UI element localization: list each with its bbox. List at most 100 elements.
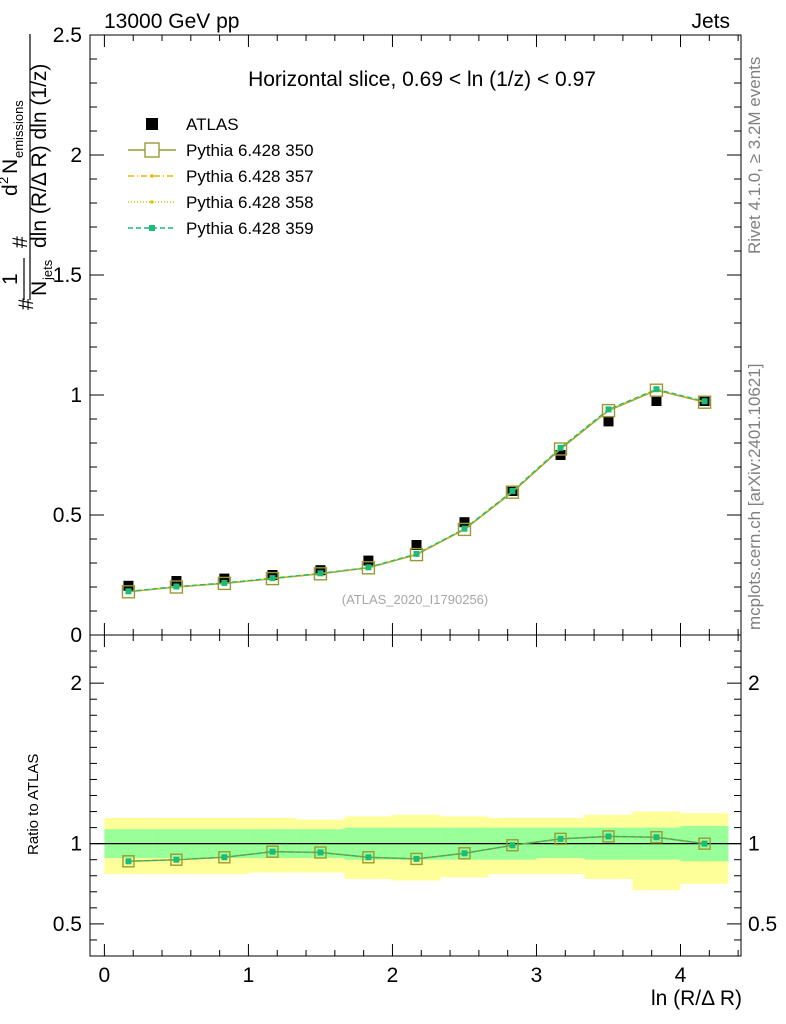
series-point-350	[121, 585, 136, 599]
ratio-y-tick-label-left: 2	[70, 672, 82, 695]
ylabel-hash-1: #	[15, 298, 38, 310]
ylabel-one: 1	[0, 273, 22, 285]
legend-marker-359	[149, 225, 155, 231]
ratio-plot-area	[90, 811, 741, 891]
ratio-point-359	[653, 834, 660, 841]
ratio-point-359	[605, 833, 612, 840]
x-axis-label: ln (R/Δ R)	[651, 987, 742, 1010]
ratio-point-359	[125, 858, 132, 865]
analysis-watermark: (ATLAS_2020_I1790256)	[342, 592, 488, 607]
series-point-350	[505, 485, 520, 499]
ratio-point-359	[173, 856, 180, 863]
legend-marker-350	[144, 142, 160, 158]
ratio-point-350	[458, 847, 471, 860]
ratio-y-tick-label-right: 0.5	[748, 913, 777, 936]
ratio-point-350	[218, 851, 231, 864]
main-plot-area	[121, 383, 712, 599]
header-energy: 13000 GeV pp	[104, 10, 239, 33]
series-point-350	[457, 522, 472, 537]
series-point-350	[601, 403, 616, 418]
legend-label: Pythia 6.428 357	[186, 167, 314, 186]
header-process: Jets	[691, 10, 730, 33]
series-point-359	[701, 398, 708, 405]
series-point-359	[221, 579, 228, 586]
x-tick-label: 3	[531, 964, 543, 987]
ratio-point-359	[509, 842, 516, 849]
ratio-point-350	[314, 846, 327, 859]
main-y-tick-label: 0.5	[53, 504, 82, 527]
ratio-point-350	[506, 839, 519, 852]
main-y-tick-label: 0	[70, 624, 82, 647]
series-point-359	[461, 525, 468, 532]
ylabel-denominator: dln (R/Δ R) dln (1/z)	[28, 64, 51, 248]
ratio-point-350	[602, 830, 615, 843]
ylabel-nemis-sub: emissions	[11, 100, 26, 158]
ylabel-njets-sub: jets	[40, 259, 55, 281]
series-point-350	[361, 561, 376, 575]
atlas-data-point	[363, 555, 374, 566]
y-axis-label-main: # 1 N jets # d 2 N emissions dln (R/Δ R)…	[0, 34, 55, 310]
ratio-point-359	[701, 840, 708, 847]
main-y-tick-label: 1	[70, 384, 82, 407]
ylabel-njets: N	[28, 281, 51, 296]
series-point-350	[169, 580, 184, 594]
series-point-359	[125, 588, 132, 595]
x-tick-label: 2	[387, 964, 399, 987]
atlas-data-point	[411, 540, 422, 550]
legend: ATLAS Pythia 6.428 350 Pythia 6.428 357 Pyt…	[128, 115, 314, 238]
series-point-359	[509, 488, 516, 494]
atlas-data-point	[603, 416, 614, 427]
ratio-point-350	[698, 837, 711, 850]
axes: 0 1 2 3 4 0 0.5 1 1.5 2 2.5 0.5 0.5 1 1 2 2	[53, 24, 777, 987]
ratio-y-tick-label-right: 1	[748, 833, 760, 856]
series-point-359	[173, 583, 180, 590]
series-point-359	[413, 550, 420, 557]
legend-label: ATLAS	[186, 115, 239, 134]
ratio-y-tick-label-left: 1	[70, 833, 82, 856]
series-point-359	[605, 406, 612, 413]
main-y-tick-label: 1.5	[53, 264, 82, 287]
atlas-data-point	[651, 396, 662, 406]
rivet-version-label: Rivet 4.1.0, ≥ 3.2M events	[745, 57, 764, 254]
atlas-data-point	[219, 573, 230, 584]
ratio-point-350	[362, 851, 375, 864]
ratio-point-350	[122, 855, 135, 868]
ratio-point-359	[413, 855, 420, 862]
series-point-350	[697, 395, 712, 409]
ratio-band-inner	[536, 827, 585, 859]
main-y-tick-label: 2.5	[53, 24, 82, 47]
ratio-plot-frame	[89, 634, 742, 957]
ratio-point-350	[410, 852, 423, 866]
ratio-y-tick-label-right: 2	[748, 672, 760, 695]
series-point-359	[317, 570, 324, 577]
legend-marker-2	[150, 174, 154, 178]
ratio-point-359	[365, 854, 372, 861]
series-point-350	[265, 571, 280, 586]
series-point-359	[653, 386, 660, 393]
ratio-point-350	[650, 831, 663, 844]
ylabel-hash-2: #	[9, 236, 32, 248]
series-line-350	[128, 389, 705, 593]
ratio-point-350	[554, 832, 567, 846]
atlas-data-point	[459, 517, 470, 528]
series-point-350	[217, 576, 232, 591]
series-point-350	[649, 383, 664, 397]
ratio-point-359	[557, 835, 564, 842]
series-point-359	[557, 444, 564, 451]
main-y-tick-label: 2	[70, 144, 82, 167]
ratio-point-350	[266, 845, 279, 858]
series-point-350	[409, 547, 424, 562]
ratio-point-359	[317, 849, 324, 856]
ylabel-nemis: N	[0, 159, 22, 174]
legend-label: Pythia 6.428 359	[186, 219, 314, 238]
series-point-359	[365, 564, 372, 571]
ratio-point-359	[461, 850, 468, 857]
legend-label: Pythia 6.428 350	[186, 141, 314, 160]
ylabel-d-sup: 2	[0, 177, 11, 184]
series-point-350	[313, 567, 328, 581]
y-axis-label-ratio: Ratio to ATLAS	[25, 754, 42, 855]
series-point-350	[553, 442, 568, 456]
x-tick-label: 0	[99, 964, 111, 987]
x-tick-label: 4	[675, 964, 687, 987]
